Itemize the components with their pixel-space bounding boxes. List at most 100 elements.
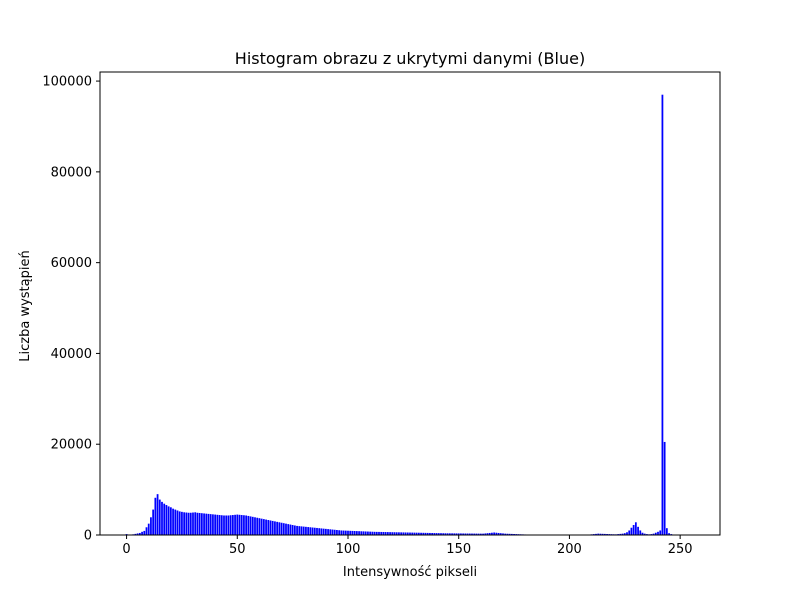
- bar-173: [508, 533, 511, 535]
- bar-240: [657, 531, 659, 535]
- bar-227: [628, 530, 631, 535]
- bar-25: [181, 511, 183, 535]
- x-tick-label-150: 150: [446, 542, 471, 557]
- bar-52: [240, 515, 243, 535]
- bar-98: [342, 530, 345, 535]
- bar-140: [435, 533, 438, 535]
- bar-58: [254, 517, 256, 535]
- bar-215: [601, 533, 604, 535]
- bar-160: [479, 533, 482, 535]
- bar-162: [484, 533, 487, 535]
- bar-30: [192, 512, 194, 535]
- bar-147: [451, 533, 453, 535]
- bar-241: [659, 530, 662, 535]
- bar-75: [291, 525, 294, 535]
- bar-29: [189, 512, 192, 535]
- bar-117: [384, 532, 387, 535]
- bar-8: [143, 530, 146, 535]
- bar-82: [307, 527, 310, 535]
- bar-161: [482, 533, 484, 535]
- bar-83: [309, 527, 312, 535]
- bar-109: [367, 531, 369, 535]
- bar-93: [331, 529, 334, 535]
- bar-91: [327, 529, 329, 535]
- bar-245: [668, 533, 670, 535]
- bar-66: [271, 520, 274, 535]
- chart-title: Histogram obrazu z ukrytymi danymi (Blue…: [235, 49, 585, 68]
- bar-64: [267, 520, 270, 535]
- x-tick-label-250: 250: [668, 542, 693, 557]
- bar-70: [280, 522, 283, 535]
- bar-135: [424, 532, 427, 535]
- bar-229: [632, 525, 635, 535]
- bar-214: [599, 533, 602, 535]
- bar-17: [163, 503, 166, 535]
- bar-68: [276, 521, 279, 535]
- bar-48: [231, 515, 234, 535]
- bar-105: [358, 531, 360, 535]
- bar-85: [313, 527, 316, 535]
- bar-212: [595, 533, 597, 535]
- bar-151: [460, 533, 462, 535]
- bar-231: [637, 526, 639, 535]
- bar-165: [491, 532, 493, 535]
- y-tick-label-40000: 40000: [51, 347, 92, 362]
- bar-238: [652, 533, 655, 535]
- y-tick-label-100000: 100000: [42, 75, 92, 90]
- bar-100: [347, 530, 349, 535]
- bar-9: [145, 527, 148, 535]
- bar-96: [338, 530, 341, 535]
- bar-129: [411, 532, 414, 535]
- bar-141: [437, 533, 440, 535]
- bar-40: [214, 514, 217, 535]
- bar-150: [457, 533, 460, 535]
- bar-56: [249, 516, 252, 535]
- bar-57: [251, 516, 254, 535]
- bar-127: [406, 532, 409, 535]
- bar-169: [499, 533, 502, 535]
- bar-174: [510, 533, 513, 535]
- bar-10: [147, 523, 150, 535]
- y-tick-label-80000: 80000: [51, 165, 92, 180]
- bar-71: [282, 523, 285, 535]
- bar-67: [274, 521, 276, 535]
- bar-22: [174, 509, 177, 535]
- bar-234: [643, 533, 646, 535]
- bar-13: [154, 497, 157, 535]
- bar-50: [236, 514, 239, 535]
- bar-95: [336, 530, 338, 535]
- bar-19: [167, 506, 170, 535]
- bar-90: [324, 528, 327, 535]
- bar-116: [382, 532, 385, 535]
- bar-228: [630, 527, 633, 535]
- bar-86: [316, 527, 318, 535]
- bar-168: [497, 532, 500, 535]
- bar-24: [178, 511, 181, 535]
- bar-136: [426, 532, 429, 535]
- bar-79: [300, 526, 303, 535]
- bar-111: [371, 531, 374, 535]
- bar-88: [320, 528, 323, 535]
- bar-244: [665, 528, 668, 535]
- bar-74: [289, 524, 292, 535]
- x-tick-label-0: 0: [122, 542, 130, 557]
- bar-59: [256, 517, 259, 535]
- bar-78: [298, 526, 301, 535]
- x-axis-label: Intensywność pikseli: [343, 565, 477, 580]
- bar-72: [285, 523, 287, 535]
- bar-226: [626, 532, 628, 535]
- bar-157: [473, 533, 476, 535]
- x-tick-label-100: 100: [336, 542, 361, 557]
- bar-144: [444, 533, 447, 535]
- bar-148: [453, 533, 456, 535]
- bar-130: [413, 532, 416, 535]
- bar-156: [471, 533, 473, 535]
- bar-33: [198, 512, 201, 535]
- bar-14: [156, 494, 159, 535]
- bar-16: [161, 501, 163, 535]
- bar-21: [172, 508, 174, 535]
- bar-104: [355, 531, 358, 535]
- bar-146: [448, 533, 451, 535]
- bar-122: [395, 532, 398, 535]
